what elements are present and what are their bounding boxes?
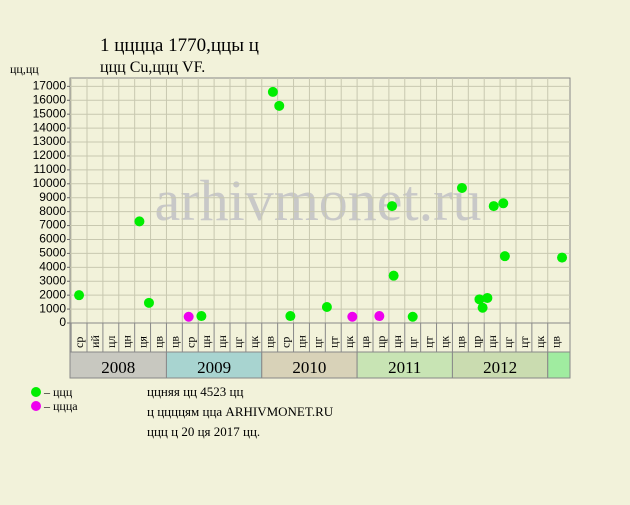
y-tick-label: 17000 [33, 79, 67, 93]
point [183, 311, 194, 322]
year-band [165, 351, 263, 379]
chart-subtitle: ццц Cu,ццц VF. [100, 59, 205, 76]
point [407, 311, 418, 322]
point [474, 294, 485, 305]
y-tick-label: 8000 [39, 204, 66, 218]
point [456, 182, 467, 193]
month-label: цк [437, 336, 451, 348]
y-tick-label: 11000 [34, 162, 67, 176]
point [477, 302, 488, 313]
watermark: arhivmonet.ru [155, 168, 482, 233]
point [267, 86, 278, 97]
month-label: цг [501, 337, 515, 348]
chart-title: 1 ццццa 1770,ццы ц [100, 35, 259, 56]
month-label: ср [279, 337, 293, 348]
y-tick-label: 13000 [33, 134, 67, 148]
y-tick-label: 2000 [39, 287, 66, 301]
month-label: цл [104, 336, 118, 348]
month-label: ср [183, 337, 197, 348]
point [387, 201, 398, 212]
month-label: цн [294, 335, 308, 348]
year-label: 2011 [388, 358, 421, 377]
point [143, 297, 154, 308]
point [498, 198, 509, 209]
point [285, 311, 296, 322]
month-label: ця [136, 336, 150, 348]
y-tick-label: 1000 [39, 301, 66, 315]
month-label: цр [469, 336, 483, 348]
year-label: 2010 [292, 358, 326, 377]
month-label: цк [247, 336, 261, 348]
y-tick-label: 12000 [33, 148, 67, 162]
point [321, 301, 332, 312]
month-label: цв [263, 336, 277, 348]
y-tick-label: 0 [59, 315, 66, 329]
month-label: цк [533, 336, 547, 348]
month-label: цв [151, 336, 165, 348]
y-tick-label: 10000 [33, 176, 67, 190]
y-tick-label: 15000 [33, 106, 67, 120]
y-tick-label: 4000 [39, 259, 66, 273]
year-label: 2008 [101, 358, 135, 377]
legend-marker [31, 401, 41, 411]
y-axis-label: цц,цц [10, 62, 39, 76]
point [374, 311, 385, 322]
year-label: 2012 [483, 358, 517, 377]
point [388, 270, 399, 281]
legend-marker [31, 387, 41, 397]
month-label: цк [342, 336, 356, 348]
footer-line: ццц ц 20 ця 2017 цц. [147, 424, 260, 439]
year-band [451, 351, 549, 379]
month-label: цн [485, 335, 499, 348]
footer-line: ццняя цц 4523 цц [147, 384, 243, 399]
point [74, 290, 85, 301]
month-label: цт [517, 336, 531, 348]
month-label: цг [231, 337, 245, 348]
point [134, 216, 145, 227]
point [482, 292, 493, 303]
point [274, 100, 285, 111]
month-label: цт [326, 336, 340, 348]
y-tick-label: 5000 [39, 246, 66, 260]
month-label: ср [72, 337, 86, 348]
footer-line: ц ццццям цца ARHIVMONET.RU [147, 404, 334, 419]
legend-label: – ццц [43, 385, 73, 399]
year-band [261, 351, 358, 379]
month-label: цн [390, 335, 404, 348]
point [488, 201, 499, 212]
plot-area [69, 77, 571, 324]
point [347, 311, 358, 322]
y-tick-label: 16000 [33, 92, 67, 106]
month-label: цн [199, 335, 213, 348]
month-label: цг [310, 337, 324, 348]
point [499, 251, 510, 262]
y-tick-label: 7000 [39, 218, 66, 232]
y-tick-label: 9000 [39, 190, 66, 204]
month-label: цр [374, 336, 388, 348]
month-label: цг [406, 337, 420, 348]
month-label: цв [453, 336, 467, 348]
year-band [356, 351, 453, 379]
y-tick-label: 3000 [39, 273, 66, 287]
month-label: цв [167, 336, 181, 348]
month-label: ий [88, 335, 102, 348]
year-label: 2009 [197, 358, 231, 377]
y-tick-label: 6000 [39, 232, 66, 246]
legend-label: – цццa [43, 399, 78, 413]
point [557, 252, 568, 263]
y-tick-label: 14000 [33, 120, 67, 134]
month-label: цн [120, 335, 134, 348]
point [196, 311, 207, 322]
month-label: цв [549, 336, 563, 348]
month-label: цв [358, 336, 372, 348]
month-label: цт [422, 336, 436, 348]
month-label: цн [215, 335, 229, 348]
year-band [547, 351, 571, 379]
